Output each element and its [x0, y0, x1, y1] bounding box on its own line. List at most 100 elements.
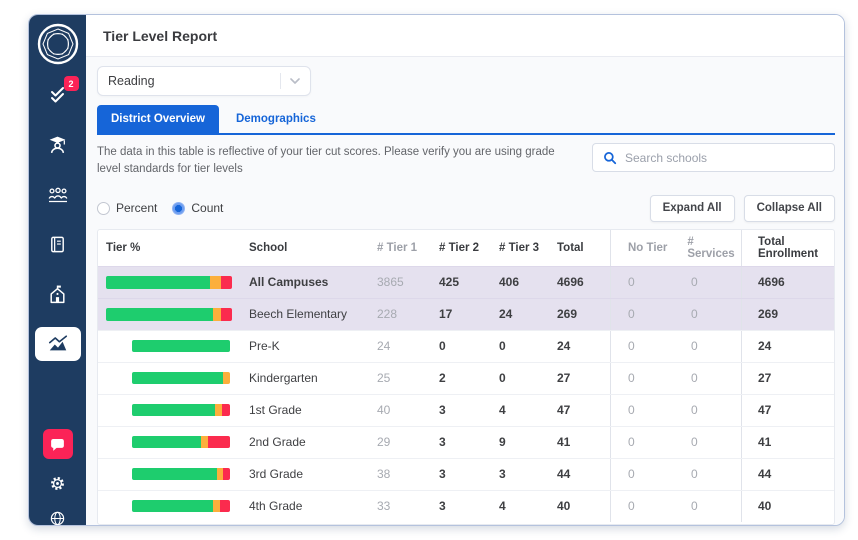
controls-row: Percent Count Expand All Collapse All	[97, 195, 835, 222]
col-tier3: # Tier 3	[499, 230, 557, 266]
cell-total: 27	[557, 363, 610, 394]
sidebar-item-groups[interactable]	[46, 182, 70, 206]
subject-dropdown-value: Reading	[108, 74, 280, 88]
sidebar: 2	[29, 15, 86, 525]
cell-no-tier: 0	[628, 499, 691, 513]
app-window: 2	[28, 14, 845, 526]
cell-school: 4th Grade	[249, 491, 377, 522]
tier-cut-notice: The data in this table is reflective of …	[97, 143, 569, 179]
bar-segment-tier3	[222, 404, 230, 416]
count-radio-label: Count	[191, 201, 223, 215]
sidebar-item-school[interactable]	[46, 282, 70, 306]
col-school: School	[249, 230, 377, 266]
count-radio[interactable]: Count	[172, 201, 223, 215]
cell-no-tier: 0	[628, 339, 691, 353]
cell-tier1: 29	[377, 427, 439, 458]
cell-school: Pre-K	[249, 331, 377, 362]
col-tier2: # Tier 2	[439, 230, 499, 266]
table-row[interactable]: Pre-K 24 0 0 24 0 0 24	[98, 330, 834, 362]
cell-total: 269	[557, 299, 610, 330]
sidebar-item-tasks[interactable]: 2	[46, 82, 70, 106]
cell-enrollment: 24	[741, 331, 834, 362]
brand-logo-icon[interactable]	[36, 22, 80, 66]
bar-segment-tier2	[201, 436, 208, 448]
col-total: Total	[557, 230, 610, 266]
tier-report-table: Tier % School # Tier 1 # Tier 2 # Tier 3…	[97, 229, 835, 526]
sidebar-footer	[43, 429, 73, 525]
tab-demographics[interactable]: Demographics	[219, 105, 333, 133]
subject-dropdown[interactable]: Reading	[97, 66, 311, 96]
cell-no-tier: 0	[628, 275, 691, 289]
language-button[interactable]	[49, 510, 66, 526]
cell-enrollment: 269	[741, 299, 834, 330]
cell-enrollment: 44	[741, 459, 834, 490]
table-row[interactable]: Kindergarten 25 2 0 27 0 0 27	[98, 362, 834, 394]
table-row[interactable]: 1st Grade 40 3 4 47 0 0 47	[98, 394, 834, 426]
tier-distribution-bar	[132, 340, 230, 352]
collapse-all-button[interactable]: Collapse All	[744, 195, 835, 222]
chat-bubble-icon	[49, 436, 66, 453]
sidebar-item-students[interactable]	[46, 132, 70, 156]
bar-segment-tier2	[210, 276, 221, 289]
cell-tier2: 3	[439, 459, 499, 490]
cell-no-tier: 0	[628, 467, 691, 481]
tier-distribution-bar	[132, 500, 230, 512]
student-graduate-icon	[47, 134, 68, 155]
bar-segment-tier3	[221, 276, 232, 289]
tab-district-overview[interactable]: District Overview	[97, 105, 219, 133]
bar-segment-tier1	[132, 500, 213, 512]
col-enrollment: Total Enrollment	[741, 230, 834, 266]
bar-segment-tier1	[132, 436, 201, 448]
cell-services: 0	[691, 403, 698, 417]
cell-services: 0	[691, 467, 698, 481]
cell-tier2: 425	[439, 267, 499, 298]
radio-selected-icon	[172, 202, 185, 215]
people-group-icon	[47, 184, 69, 204]
tab-bar: District Overview Demographics	[97, 105, 835, 135]
chart-report-icon	[47, 333, 69, 355]
cell-no-tier: 0	[628, 435, 691, 449]
table-header: Tier % School # Tier 1 # Tier 2 # Tier 3…	[98, 230, 834, 266]
table-row[interactable]: All Campuses 3865 425 406 4696 0 0 4696	[98, 266, 834, 298]
cell-total: 47	[557, 395, 610, 426]
cell-enrollment: 4696	[741, 267, 834, 298]
cell-total: 40	[557, 491, 610, 522]
table-row[interactable]: 4th Grade 33 3 4 40 0 0 40	[98, 490, 834, 522]
page-title: Tier Level Report	[103, 28, 217, 44]
table-row[interactable]: 3rd Grade 38 3 3 44 0 0 44	[98, 458, 834, 490]
cell-tier3: 3	[499, 459, 557, 490]
cell-enrollment: 40	[741, 491, 834, 522]
cell-tier2: 0	[439, 331, 499, 362]
search-input[interactable]	[625, 151, 824, 165]
settings-button[interactable]	[49, 475, 66, 497]
percent-radio[interactable]: Percent	[97, 201, 157, 215]
cell-enrollment: 27	[741, 363, 834, 394]
sidebar-item-reports[interactable]	[35, 327, 81, 361]
school-search[interactable]	[592, 143, 835, 172]
globe-icon	[49, 510, 66, 526]
chat-button[interactable]	[43, 429, 73, 459]
cell-tier2: 3	[439, 491, 499, 522]
cell-tier3: 4	[499, 491, 557, 522]
tier-distribution-bar	[106, 308, 232, 321]
notification-badge: 2	[64, 76, 79, 91]
dropdown-divider	[280, 73, 281, 89]
tier-distribution-bar	[132, 372, 230, 384]
cell-tier3: 24	[499, 299, 557, 330]
table-row[interactable]: 2nd Grade 29 3 9 41 0 0 41	[98, 426, 834, 458]
cell-total: 4696	[557, 267, 610, 298]
bar-segment-tier1	[132, 340, 230, 352]
bar-segment-tier3	[221, 308, 232, 321]
bar-segment-tier1	[106, 308, 213, 321]
bar-segment-tier1	[132, 372, 223, 384]
cell-total: 44	[557, 459, 610, 490]
table-row[interactable]: Beech Elementary 228 17 24 269 0 0 269	[98, 298, 834, 330]
school-building-icon	[47, 284, 68, 305]
cell-no-tier: 0	[628, 371, 691, 385]
expand-all-button[interactable]: Expand All	[650, 195, 735, 222]
col-tier-pct: Tier %	[98, 230, 249, 266]
sidebar-item-library[interactable]	[46, 232, 70, 256]
book-icon	[48, 235, 67, 254]
radio-unselected-icon	[97, 202, 110, 215]
cell-services: 0	[691, 499, 698, 513]
